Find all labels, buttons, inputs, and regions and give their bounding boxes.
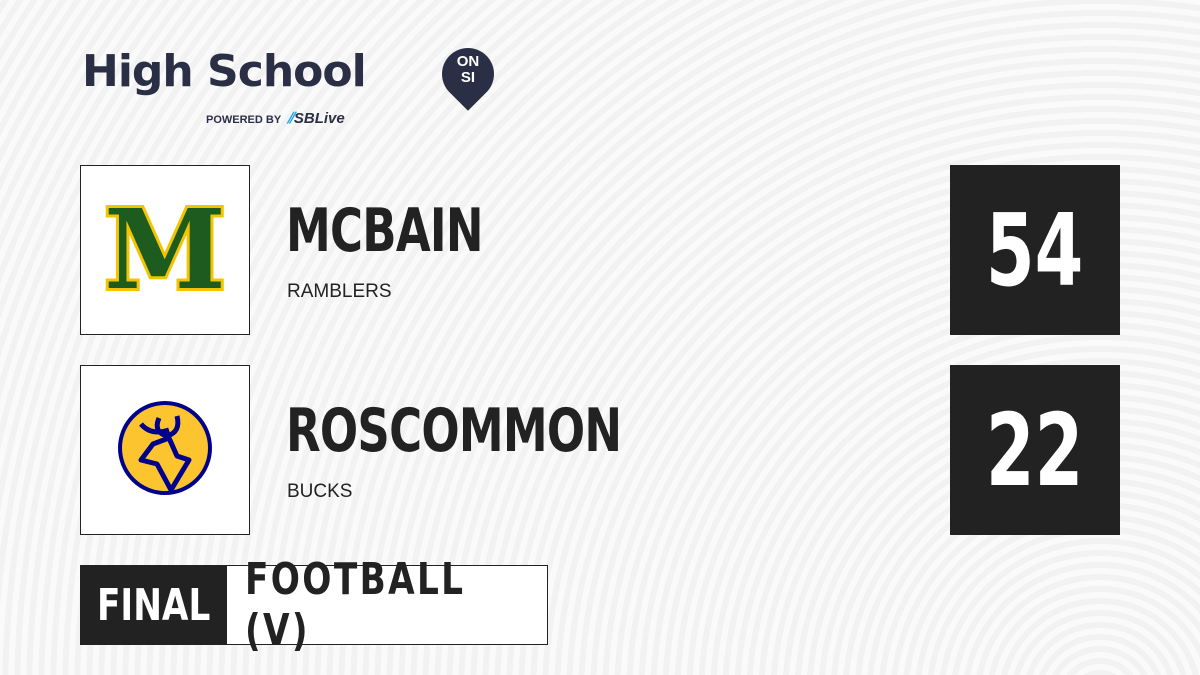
high-school-on-si-logo: High School ON SI POWERED BY ⫽SBLive bbox=[82, 37, 505, 127]
away-team-logo bbox=[80, 365, 250, 535]
on-si-badge: ON SI bbox=[456, 53, 480, 86]
home-team-name: MCBAIN bbox=[286, 196, 484, 266]
home-team-score: 54 bbox=[950, 165, 1120, 335]
away-team-mascot: BUCKS bbox=[287, 481, 353, 502]
away-team-name: ROSCOMMON bbox=[286, 396, 622, 466]
brand-title: High School bbox=[82, 46, 367, 97]
game-status-bar: FINAL FOOTBALL (V) bbox=[80, 554, 548, 656]
away-team-score: 22 bbox=[950, 365, 1120, 535]
powered-by: POWERED BY ⫽SBLive bbox=[206, 110, 345, 127]
buck-icon bbox=[118, 401, 212, 495]
final-label: FINAL bbox=[81, 566, 227, 644]
home-team-logo: M bbox=[80, 165, 250, 335]
home-team-mascot: RAMBLERS bbox=[287, 281, 392, 302]
svg-text:M: M bbox=[104, 185, 226, 314]
sport-label: FOOTBALL (V) bbox=[227, 554, 547, 656]
sblive-logo: ⫽SBLive bbox=[287, 110, 345, 127]
